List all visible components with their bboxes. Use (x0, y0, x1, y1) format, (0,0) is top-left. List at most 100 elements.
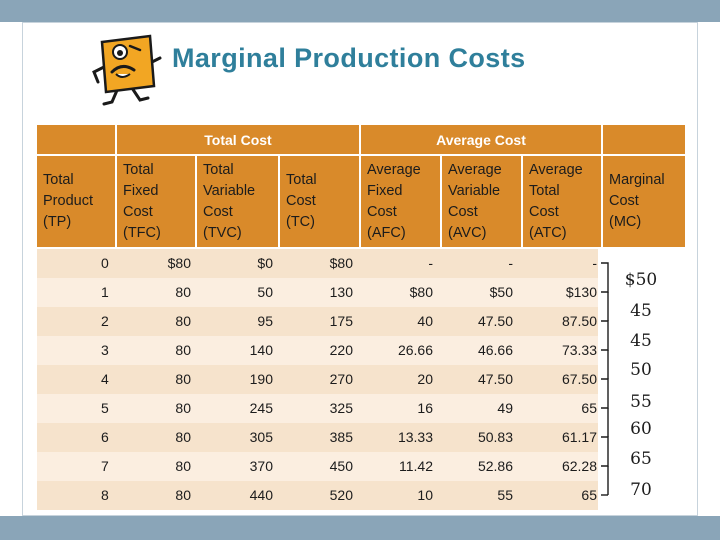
group-header-total-cost: Total Cost (117, 125, 359, 154)
cell-tvc: 245 (249, 400, 273, 416)
cell-atc: 61.17 (561, 429, 597, 445)
cell-tfc: 80 (175, 400, 191, 416)
table-row: 1 80 50 130 $80 $50 $130 (37, 278, 685, 307)
cell-tvc: 370 (249, 458, 273, 474)
column-header-tfc: Total Fixed Cost (TFC) (117, 156, 195, 247)
cell-tfc: 80 (175, 284, 191, 300)
cell-atc: 67.50 (561, 371, 597, 387)
table-row: 5 80 245 325 16 49 65 (37, 394, 685, 423)
cell-afc: 40 (417, 313, 433, 329)
cell-afc: 26.66 (397, 342, 433, 358)
marginal-cost-value: 70 (630, 480, 652, 500)
cell-atc: - (592, 255, 597, 271)
cell-tc: 520 (329, 487, 353, 503)
cell-tfc: 80 (175, 429, 191, 445)
cell-afc: - (428, 255, 433, 271)
slide-title: Marginal Production Costs (172, 43, 526, 73)
marginal-cost-value: 55 (630, 392, 652, 412)
cell-tvc: 95 (257, 313, 273, 329)
group-label: Total Cost (204, 131, 272, 148)
cell-atc: $130 (565, 284, 597, 300)
cell-avc: 47.50 (477, 371, 513, 387)
cell-atc: 65 (581, 400, 597, 416)
marginal-cost-value: 65 (630, 449, 652, 469)
bracket-lines (601, 262, 609, 496)
cell-tp: 0 (101, 255, 109, 271)
cell-tc: $80 (329, 255, 353, 271)
marginal-cost-value: 50 (630, 360, 652, 380)
marginal-cost-panel (598, 249, 685, 513)
cell-tfc: 80 (175, 371, 191, 387)
cell-avc: 50.83 (477, 429, 513, 445)
cell-avc: 55 (497, 487, 513, 503)
cell-tvc: $0 (257, 255, 273, 271)
cell-tc: 220 (329, 342, 353, 358)
cell-avc: 46.66 (477, 342, 513, 358)
cell-tc: 130 (329, 284, 353, 300)
cell-atc: 87.50 (561, 313, 597, 329)
cell-tvc: 50 (257, 284, 273, 300)
table-row: 6 80 305 385 13.33 50.83 61.17 (37, 423, 685, 452)
cell-tfc: 80 (175, 342, 191, 358)
marginal-cost-value: 45 (630, 301, 652, 321)
cell-tp: 3 (101, 342, 109, 358)
cell-tc: 270 (329, 371, 353, 387)
cell-avc: 52.86 (477, 458, 513, 474)
cell-atc: 62.28 (561, 458, 597, 474)
worried-mascot-icon (92, 34, 162, 106)
column-header-tp: Total Product (TP) (37, 156, 115, 247)
table-row: 7 80 370 450 11.42 52.86 62.28 (37, 452, 685, 481)
marginal-cost-value: 45 (630, 331, 652, 351)
marginal-cost-value: 60 (630, 419, 652, 439)
column-header-mc: Marginal Cost (MC) (603, 156, 685, 247)
cell-avc: 47.50 (477, 313, 513, 329)
cell-tc: 450 (329, 458, 353, 474)
column-header-afc: Average Fixed Cost (AFC) (361, 156, 440, 247)
cell-tfc: $80 (167, 255, 191, 271)
cell-afc: 11.42 (399, 458, 433, 474)
cell-tp: 1 (101, 284, 109, 300)
group-header-average-cost: Average Cost (361, 125, 601, 154)
cell-tp: 7 (101, 458, 109, 474)
cell-tp: 6 (101, 429, 109, 445)
cell-tfc: 80 (175, 313, 191, 329)
top-banner (0, 0, 720, 22)
cell-atc: 73.33 (561, 342, 597, 358)
cell-tp: 5 (101, 400, 109, 416)
marginal-cost-value: $50 (624, 270, 658, 290)
cell-tvc: 305 (249, 429, 273, 445)
column-header-tvc: Total Variable Cost (TVC) (197, 156, 278, 247)
cell-tvc: 440 (249, 487, 273, 503)
column-header-atc: Average Total Cost (ATC) (523, 156, 601, 247)
bottom-banner (0, 516, 720, 540)
cell-afc: $80 (409, 284, 433, 300)
cell-tc: 175 (329, 313, 353, 329)
column-header-avc: Average Variable Cost (AVC) (442, 156, 521, 247)
cell-avc: - (508, 255, 513, 271)
cell-tc: 325 (329, 400, 353, 416)
group-label: Average Cost (436, 131, 526, 148)
cell-afc: 20 (417, 371, 433, 387)
group-header-right-spacer (603, 125, 685, 154)
cell-tvc: 190 (249, 371, 273, 387)
cell-tp: 2 (101, 313, 109, 329)
table-row: 8 80 440 520 10 55 65 (37, 481, 685, 510)
cell-avc: $50 (489, 284, 513, 300)
cell-afc: 16 (417, 400, 433, 416)
cell-atc: 65 (581, 487, 597, 503)
table-row: 0 $80 $0 $80 - - - (37, 249, 685, 278)
cell-afc: 13.33 (397, 429, 433, 445)
cell-tp: 8 (101, 487, 109, 503)
column-header-tc: Total Cost (TC) (280, 156, 359, 247)
cell-afc: 10 (417, 487, 433, 503)
group-header-left-spacer (37, 125, 115, 154)
cell-tvc: 140 (249, 342, 273, 358)
table-row: 4 80 190 270 20 47.50 67.50 (37, 365, 685, 394)
cell-tfc: 80 (175, 487, 191, 503)
cell-tc: 385 (329, 429, 353, 445)
table-row: 3 80 140 220 26.66 46.66 73.33 (37, 336, 685, 365)
table-row: 2 80 95 175 40 47.50 87.50 (37, 307, 685, 336)
cell-tp: 4 (101, 371, 109, 387)
cell-tfc: 80 (175, 458, 191, 474)
cell-avc: 49 (497, 400, 513, 416)
